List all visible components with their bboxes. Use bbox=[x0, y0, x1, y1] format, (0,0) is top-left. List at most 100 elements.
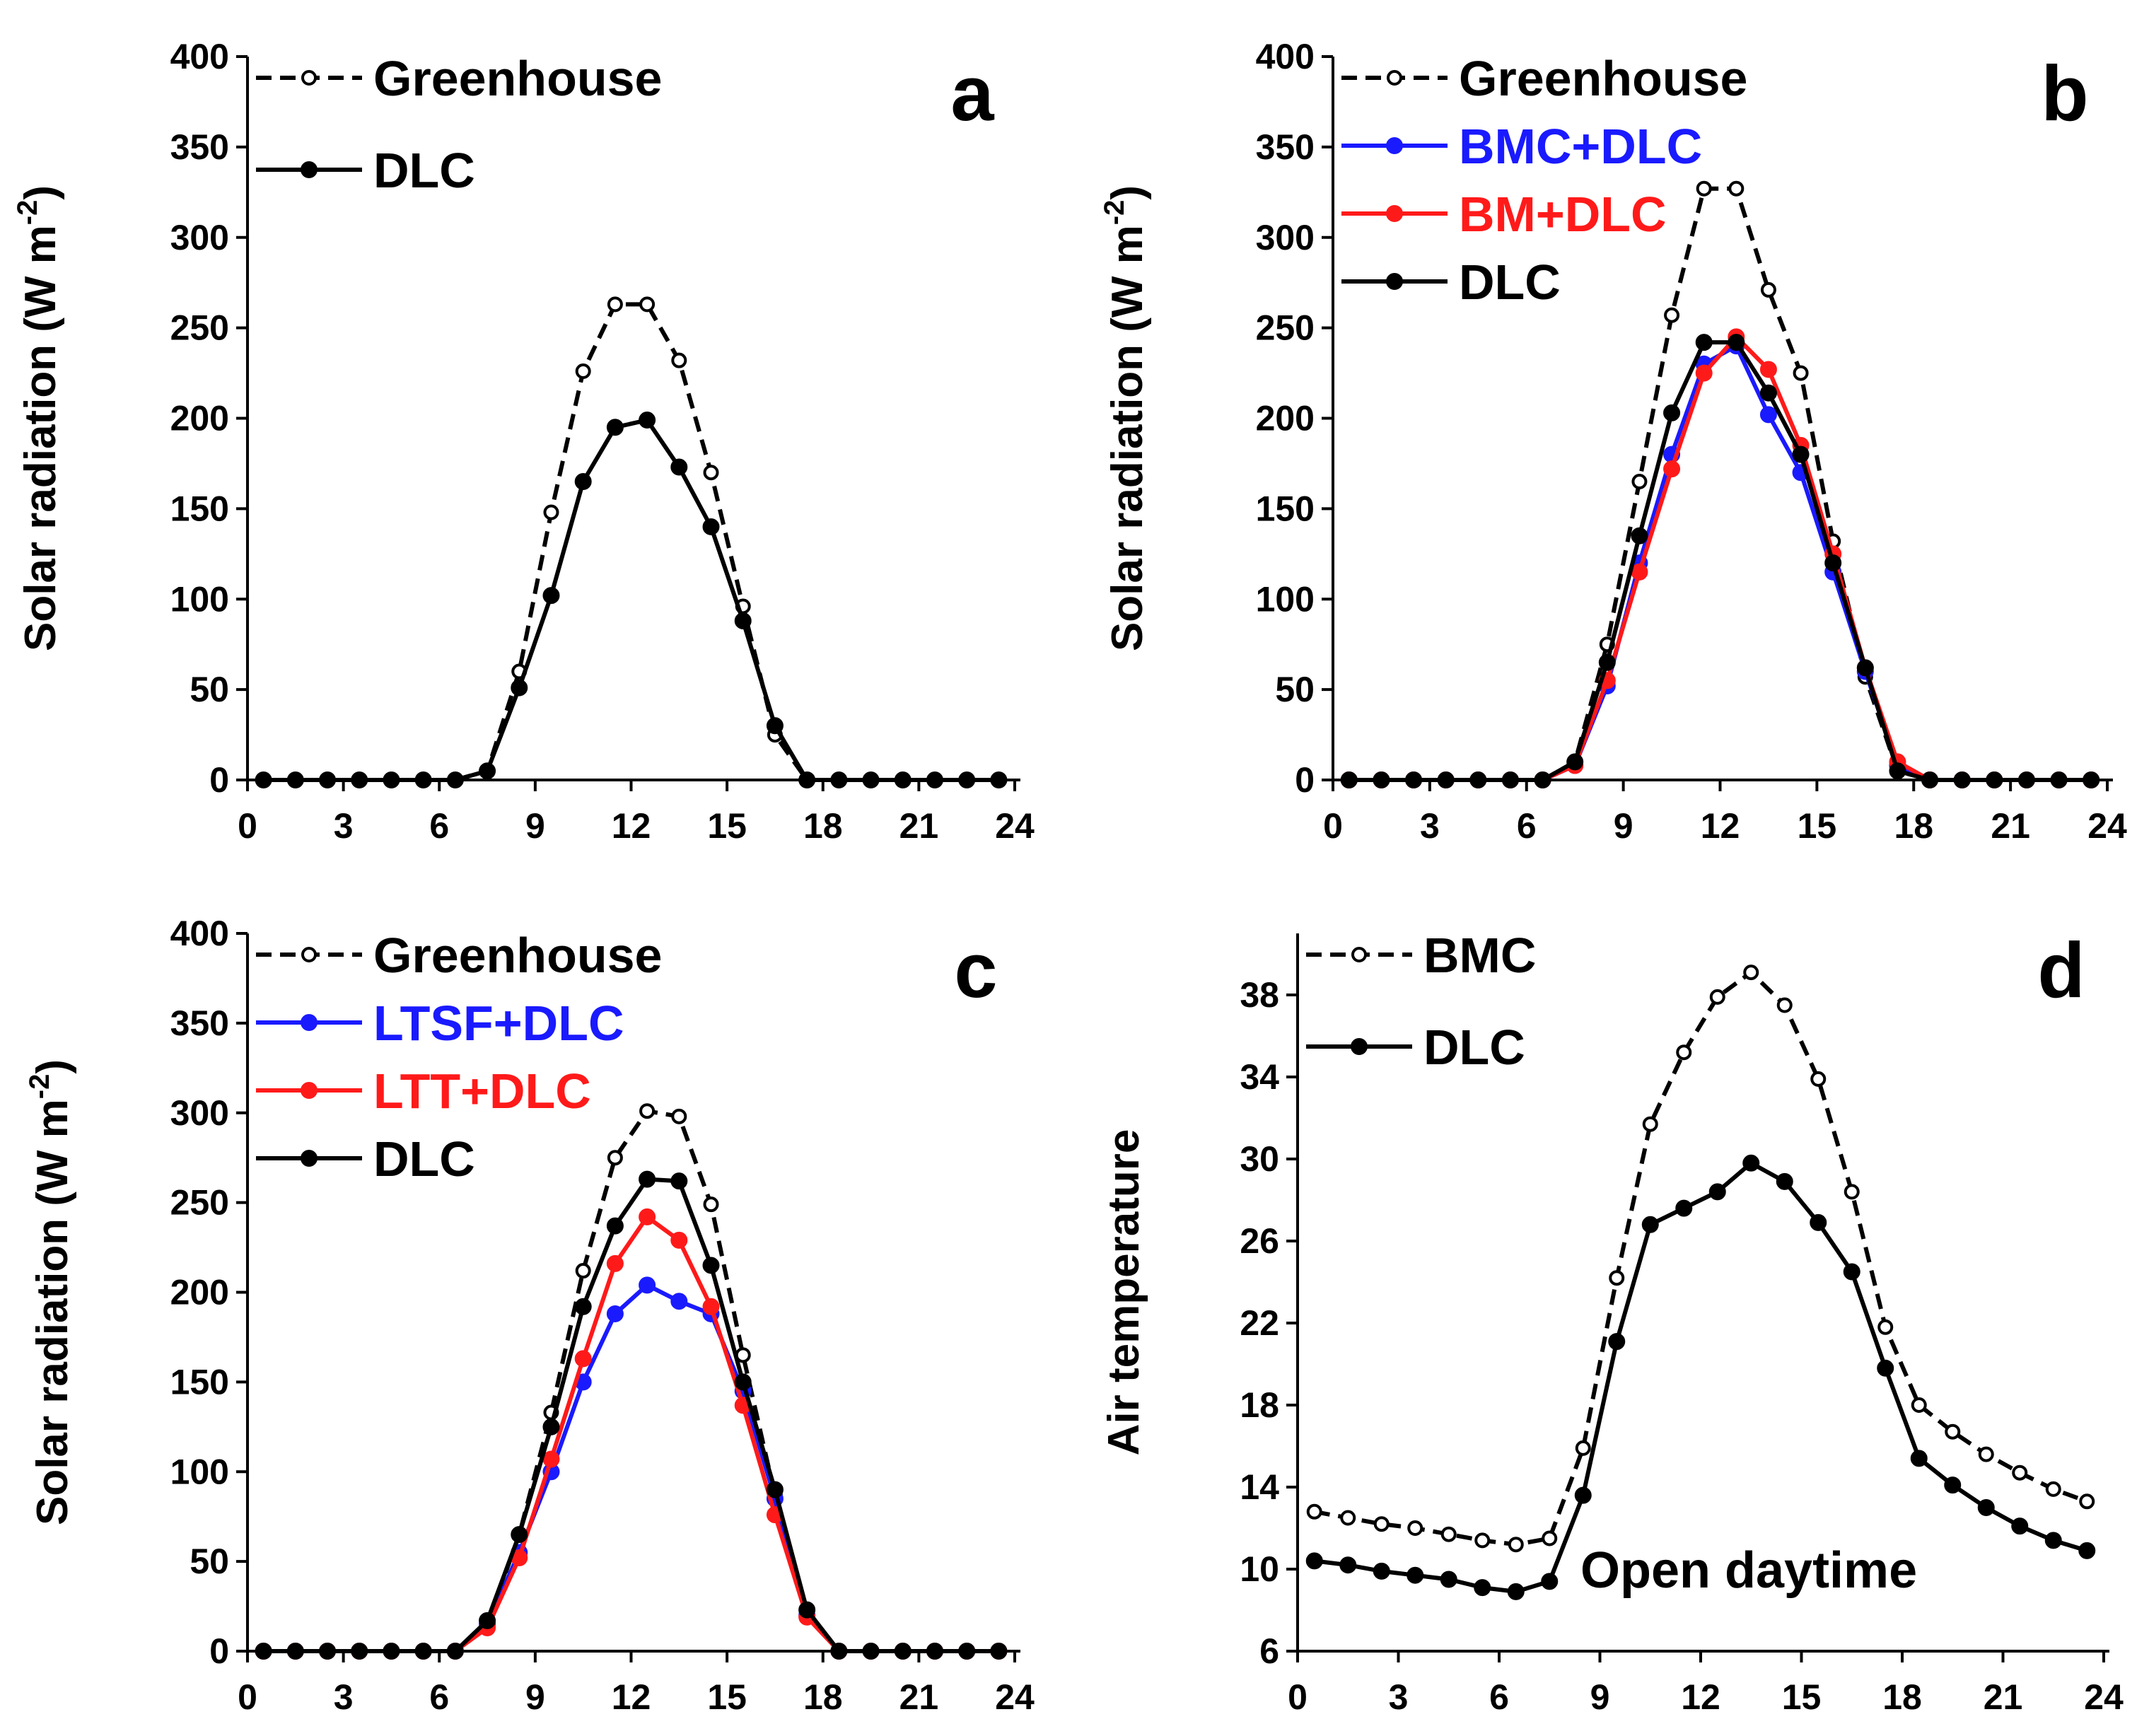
series-greenhouse bbox=[255, 296, 1007, 788]
panel-b: 0 50 100 150 200 250 300 350 400 0 3 6 9 12 15 18 21 24 So… bbox=[1099, 37, 2127, 846]
x-tick-label: 6 bbox=[429, 806, 449, 846]
y-tick-label: 250 bbox=[170, 1183, 229, 1223]
legend-marker bbox=[301, 70, 317, 86]
x-tick-label: 9 bbox=[1614, 806, 1633, 846]
legend-label: DLC bbox=[1423, 1020, 1525, 1075]
data-point bbox=[511, 679, 528, 697]
data-point bbox=[1760, 281, 1776, 298]
data-point bbox=[2045, 1481, 2061, 1497]
data-point bbox=[511, 1526, 528, 1544]
y-tick-label: 250 bbox=[170, 308, 229, 348]
data-point bbox=[1474, 1532, 1491, 1549]
data-point bbox=[574, 1298, 592, 1315]
y-tick-label: 22 bbox=[1240, 1303, 1279, 1343]
data-point bbox=[2078, 1542, 2096, 1559]
y-tick-label: 50 bbox=[1275, 670, 1315, 709]
panel-d: 6 10 14 18 22 26 30 34 38 0 3 6 9 12 15 18 21 24 Air tempe… bbox=[1100, 927, 2124, 1717]
panel-letter: a bbox=[950, 50, 994, 137]
data-point bbox=[1676, 1044, 1692, 1061]
data-point bbox=[575, 363, 591, 380]
x-tick-label: 21 bbox=[899, 806, 939, 846]
data-point bbox=[1340, 1510, 1356, 1526]
data-point bbox=[319, 771, 337, 788]
data-point bbox=[1824, 554, 1842, 572]
y-axis-label: Solar radiation (W m-2) bbox=[24, 1059, 77, 1525]
data-point bbox=[1474, 1579, 1491, 1597]
data-point bbox=[1792, 445, 1810, 463]
data-point bbox=[606, 1254, 624, 1272]
data-point bbox=[1742, 1154, 1760, 1172]
x-tick-label: 6 bbox=[1517, 806, 1537, 846]
x-tick-label: 15 bbox=[1782, 1677, 1822, 1717]
y-tick-label: 50 bbox=[190, 1542, 229, 1581]
data-point bbox=[1407, 1520, 1423, 1536]
legend-label: DLC bbox=[373, 143, 475, 198]
y-tick-label: 18 bbox=[1240, 1385, 1279, 1425]
data-point bbox=[414, 1643, 432, 1660]
data-point bbox=[1631, 474, 1648, 490]
x-tick-label: 18 bbox=[803, 1677, 843, 1717]
data-point bbox=[1810, 1071, 1827, 1087]
y-tick-label: 400 bbox=[170, 37, 229, 76]
data-point bbox=[894, 771, 912, 788]
y-tick-label: 300 bbox=[170, 218, 229, 257]
y-tick-label: 100 bbox=[170, 579, 229, 619]
data-point bbox=[734, 1373, 752, 1391]
data-point bbox=[255, 771, 272, 788]
y-tick-label: 250 bbox=[1256, 308, 1315, 348]
data-point bbox=[286, 1643, 304, 1660]
x-tick-label: 3 bbox=[334, 1677, 354, 1717]
data-point bbox=[926, 771, 943, 788]
y-tick-label: 300 bbox=[1256, 218, 1315, 257]
x-tick-label: 24 bbox=[2087, 806, 2127, 846]
data-point bbox=[1575, 1440, 1591, 1456]
data-point bbox=[1405, 771, 1423, 788]
data-point bbox=[1810, 1213, 1827, 1231]
data-point bbox=[1437, 771, 1455, 788]
legend-label: Greenhouse bbox=[373, 51, 662, 106]
legend-marker bbox=[301, 1014, 318, 1031]
data-point bbox=[1910, 1450, 1928, 1467]
y-tick-label: 350 bbox=[1256, 127, 1315, 167]
data-point bbox=[703, 1196, 719, 1213]
y-axis-label-tail: ) bbox=[28, 1059, 77, 1074]
x-tick-label: 24 bbox=[995, 1677, 1035, 1717]
x-tick-label: 21 bbox=[1991, 806, 2030, 846]
legend-marker bbox=[301, 1150, 318, 1167]
data-point bbox=[1709, 989, 1725, 1005]
series-line bbox=[263, 1109, 999, 1653]
x-tick-label: 21 bbox=[1984, 1677, 2023, 1717]
y-tick-label: 26 bbox=[1240, 1221, 1279, 1261]
x-tick-label: 3 bbox=[334, 806, 354, 846]
legend-label: DLC bbox=[373, 1131, 475, 1187]
data-point bbox=[671, 1108, 687, 1124]
data-point bbox=[2050, 771, 2068, 788]
data-point bbox=[1566, 753, 1584, 771]
y-axis-label-superscript: -2 bbox=[24, 1074, 55, 1100]
data-point bbox=[1945, 1423, 1961, 1440]
data-point bbox=[1978, 1446, 1994, 1462]
x-tick-label: 12 bbox=[612, 806, 651, 846]
legend-marker bbox=[1351, 1038, 1368, 1055]
data-point bbox=[1664, 307, 1680, 323]
data-point bbox=[1889, 762, 1906, 780]
data-point bbox=[1501, 771, 1519, 788]
data-point bbox=[670, 1293, 688, 1310]
data-point bbox=[1440, 1526, 1457, 1542]
y-tick-label: 10 bbox=[1240, 1549, 1279, 1589]
data-point bbox=[1373, 771, 1390, 788]
data-point bbox=[958, 771, 976, 788]
data-point bbox=[1469, 771, 1487, 788]
x-tick-label: 6 bbox=[429, 1677, 449, 1717]
x-tick-label: 18 bbox=[1882, 1677, 1922, 1717]
data-point bbox=[383, 1643, 400, 1660]
data-point bbox=[1598, 653, 1616, 671]
data-point bbox=[639, 1276, 656, 1294]
y-tick-label: 0 bbox=[1295, 760, 1315, 800]
y-tick-label: 200 bbox=[170, 1273, 229, 1312]
x-tick-label: 18 bbox=[803, 806, 843, 846]
series-line bbox=[1349, 344, 2092, 782]
data-point bbox=[2044, 1532, 2062, 1549]
data-point bbox=[1508, 1537, 1524, 1553]
